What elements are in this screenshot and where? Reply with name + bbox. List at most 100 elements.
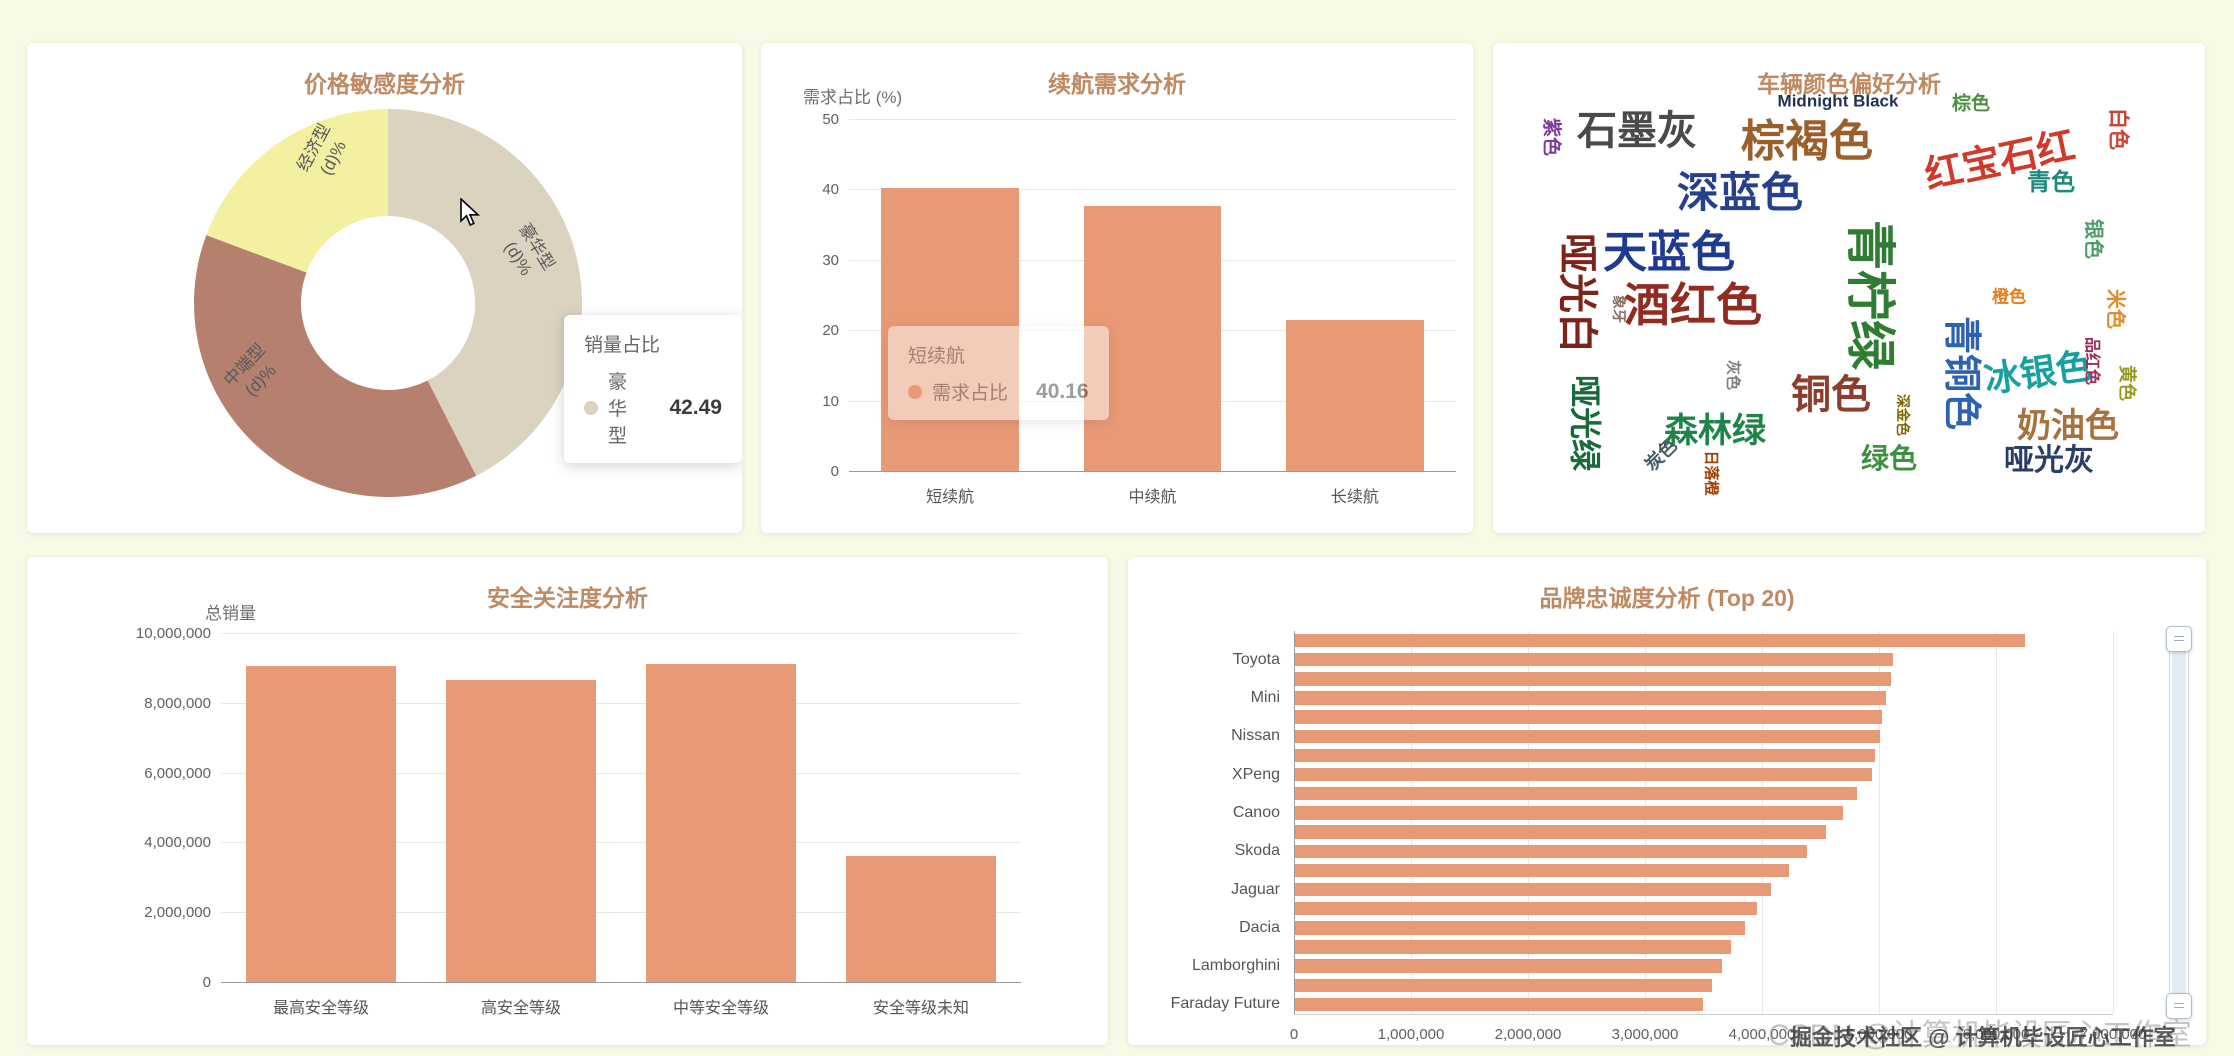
wordcloud-word[interactable]: 石墨灰 [1577, 109, 1697, 153]
x-tick-label: 中等安全等级 [672, 1000, 769, 1017]
card-safety-attention: 安全关注度分析 总销量 0 2,000,000 4,000,000 6,000,000… [27, 557, 1108, 1045]
bar[interactable] [1295, 672, 1891, 686]
bar[interactable] [1295, 806, 1843, 820]
card-color-preference: 车辆颜色偏好分析 石墨灰 棕褐色 Midnight Black 棕色 白色 紫色 红宝石红深… [1493, 43, 2205, 533]
wordcloud-word[interactable]: 森林绿 [1664, 412, 1766, 450]
y-tick-label: 20 [822, 322, 839, 340]
chart-title-color: 车辆颜色偏好分析 [1757, 71, 1941, 97]
x-axis-line [221, 982, 1021, 983]
bar[interactable] [646, 664, 796, 982]
wordcloud-word[interactable]: 青色 [2027, 169, 2075, 196]
y-axis-name: 需求占比 (%) [803, 88, 903, 107]
bar[interactable] [1295, 978, 1712, 992]
bar[interactable] [1295, 653, 1893, 667]
y-category-label: Mini [1250, 689, 1280, 707]
bar[interactable] [1295, 863, 1789, 878]
chart-title-brand: 品牌忠诚度分析 (Top 20) [1539, 585, 1795, 611]
y-tick-label: 0 [202, 974, 211, 991]
bar[interactable] [1295, 767, 1872, 782]
wordcloud-word[interactable]: Midnight Black [1777, 91, 1899, 111]
wordcloud-word[interactable]: 紫色 [1540, 117, 1562, 157]
wordcloud-word[interactable]: 日落橙 [1702, 450, 1720, 496]
bar[interactable] [446, 680, 596, 982]
wordcloud-word[interactable]: 奶油色 [2017, 407, 2119, 445]
wordcloud-word[interactable]: 黄色 [2117, 365, 2137, 401]
y-tick-label: 6,000,000 [144, 764, 211, 782]
wordcloud-word[interactable]: 铜色 [1791, 373, 1871, 417]
x-tick-label: 7,000,000 [2079, 1026, 2147, 1043]
y-category-label: Nissan [1231, 727, 1280, 745]
wordcloud-word[interactable]: 棕色 [1951, 93, 1991, 115]
y-tick-label: 10 [822, 392, 839, 410]
wordcloud-word[interactable]: 深蓝色 [1676, 169, 1804, 216]
datazoom-handle-top[interactable] [2166, 626, 2192, 652]
bar[interactable] [246, 666, 396, 982]
pie-slice[interactable] [193, 235, 477, 497]
tooltip-series-name: 豪华型 [608, 372, 628, 447]
grid-line [1762, 631, 1763, 1014]
tooltip-title: 销量占比 [584, 335, 661, 356]
chart-title-price: 价格敏感度分析 [304, 71, 465, 97]
datazoom-handle-bottom[interactable] [2166, 993, 2192, 1019]
bar[interactable] [1295, 844, 1808, 858]
chart-title-safety: 安全关注度分析 [487, 585, 648, 611]
wordcloud-word[interactable]: 银色 [2082, 219, 2104, 259]
y-tick-label: 4,000,000 [144, 834, 211, 852]
wordcloud-word[interactable]: 白色 [2106, 108, 2130, 150]
bar[interactable] [1295, 729, 1880, 743]
wordcloud-word[interactable]: 米色 [2104, 289, 2126, 329]
bar[interactable] [1295, 882, 1772, 897]
bar[interactable] [1295, 748, 1876, 763]
pie-slice[interactable] [206, 108, 388, 273]
wordcloud-word[interactable]: 哑光灰 [2004, 444, 2094, 477]
bar[interactable] [1295, 959, 1723, 973]
bar[interactable] [1295, 633, 2026, 648]
bar[interactable] [1286, 320, 1424, 471]
bar[interactable] [1083, 205, 1222, 471]
brand-hbar-chart: 0 1,000,000 2,000,000 3,000,000 4,000,000 5,0… [1128, 557, 2206, 1045]
wordcloud-word[interactable]: 象牙 [1611, 295, 1627, 323]
x-axis-line [1294, 1014, 2113, 1015]
grid-line [1996, 631, 1997, 1014]
bar[interactable] [881, 188, 1019, 471]
wordcloud-word[interactable]: 冰银色 [1981, 344, 2095, 401]
bar[interactable] [1295, 825, 1827, 839]
card-range-demand: 续航需求分析 需求占比 (%) 0 10 20 30 40 50 短续航 中续航 长续航 短续航… [761, 43, 1473, 533]
grid-line [849, 119, 1456, 120]
wordcloud-chart: 石墨灰 棕褐色 Midnight Black 棕色 白色 紫色 红宝石红 深蓝色 青色 银色 天蓝色… [1493, 43, 2205, 533]
card-price-sensitivity: 价格敏感度分析 豪华型 (d)% 中端型 (d)% 经济型 (d)% 销量占比 豪华… [27, 43, 742, 533]
wordcloud-word[interactable]: 青铜色 [1940, 315, 1982, 431]
wordcloud-word[interactable]: 青柠绿 [1842, 220, 1898, 370]
x-tick-label: 安全等级未知 [872, 1000, 969, 1017]
bar[interactable] [1295, 691, 1886, 705]
bar[interactable] [1295, 997, 1704, 1012]
bar[interactable] [1295, 940, 1732, 954]
grid-line [1411, 631, 1412, 1014]
x-axis-line [849, 471, 1456, 472]
wordcloud-word[interactable]: 绿色 [1860, 443, 1918, 474]
wordcloud-word[interactable]: 哑光白 [1555, 233, 1599, 353]
wordcloud-word[interactable]: 天蓝色 [1603, 228, 1735, 277]
bar[interactable] [1295, 901, 1758, 916]
wordcloud-word[interactable]: 棕褐色 [1741, 117, 1873, 166]
wordcloud-word[interactable]: 橙色 [1992, 287, 2026, 307]
chart-title-range: 续航需求分析 [1048, 71, 1186, 97]
donut-svg [193, 108, 582, 497]
bar[interactable] [1295, 787, 1857, 801]
bar[interactable] [846, 856, 996, 982]
grid-line [221, 702, 1021, 704]
wordcloud-word[interactable]: 酒红色 [1624, 279, 1762, 331]
y-category-label: Canoo [1232, 803, 1280, 821]
wordcloud-word[interactable]: 灰色 [1724, 359, 1742, 391]
wordcloud-word[interactable]: 深金色 [1895, 394, 1911, 436]
datazoom-slider[interactable] [2166, 626, 2192, 1019]
pie-slice[interactable] [388, 109, 582, 476]
tooltip-value: 40.16 [1036, 379, 1089, 403]
wordcloud-word[interactable]: 品红色 [2083, 336, 2100, 386]
wordcloud-word[interactable]: 哑光绿 [1567, 374, 1603, 472]
grid-line [221, 842, 1021, 844]
y-category-label: Toyota [1232, 650, 1280, 668]
x-tick-label: 最高安全等级 [272, 1000, 369, 1017]
bar[interactable] [1295, 921, 1746, 935]
bar[interactable] [1295, 710, 1883, 724]
